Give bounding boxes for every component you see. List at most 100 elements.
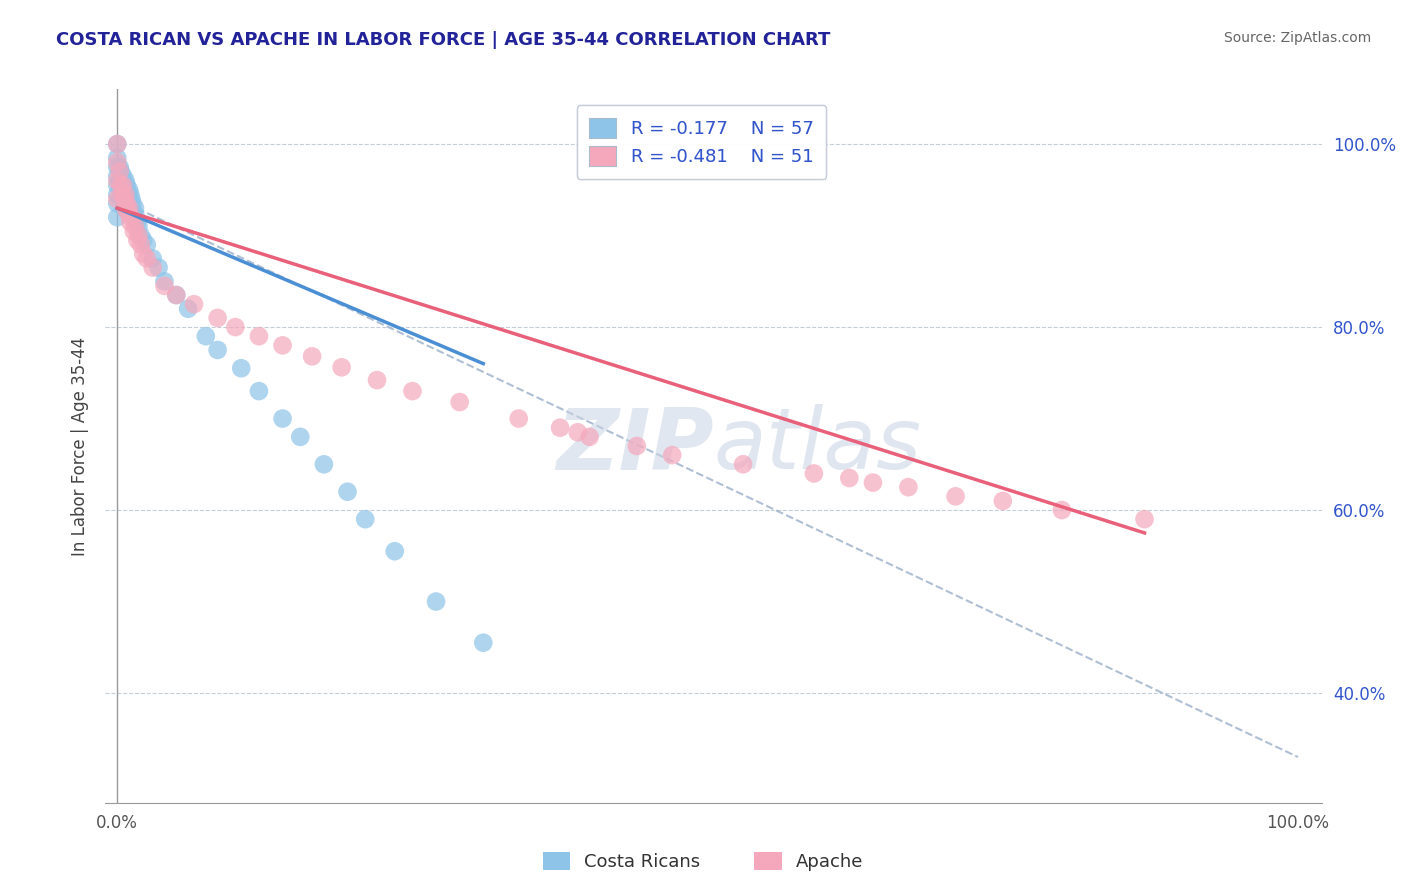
Point [117, 192, 139, 206]
Point [148, 260, 170, 275]
Point [114, 174, 136, 188]
Point [194, 329, 217, 343]
Point [112, 169, 135, 183]
Point [165, 288, 187, 302]
Y-axis label: In Labor Force | Age 35-44: In Labor Force | Age 35-44 [70, 336, 89, 556]
Point [991, 494, 1014, 508]
Point [105, 196, 128, 211]
Point [105, 174, 128, 188]
Point [121, 196, 143, 211]
Point [508, 411, 530, 425]
Point [112, 178, 135, 193]
Point [118, 183, 141, 197]
Point [142, 252, 165, 266]
Point [124, 201, 146, 215]
Point [114, 187, 136, 202]
Point [122, 224, 145, 238]
Text: COSTA RICAN VS APACHE IN LABOR FORCE | AGE 35-44 CORRELATION CHART: COSTA RICAN VS APACHE IN LABOR FORCE | A… [56, 31, 831, 49]
Point [128, 228, 150, 243]
Point [111, 187, 134, 202]
Point [112, 187, 135, 202]
Point [108, 164, 131, 178]
Point [384, 544, 406, 558]
Point [548, 420, 571, 434]
Point [207, 310, 229, 325]
Point [105, 151, 128, 165]
Point [105, 187, 128, 202]
Point [118, 196, 141, 211]
Point [115, 187, 138, 202]
Point [120, 187, 142, 202]
Point [132, 233, 155, 247]
Point [110, 164, 132, 178]
Point [122, 205, 145, 219]
Point [115, 196, 138, 211]
Point [112, 192, 135, 206]
Point [112, 178, 135, 193]
Point [142, 260, 165, 275]
Point [354, 512, 377, 526]
Point [105, 192, 128, 206]
Point [129, 228, 152, 243]
Point [1133, 512, 1156, 526]
Point [114, 183, 136, 197]
Point [578, 430, 600, 444]
Point [838, 471, 860, 485]
Point [120, 201, 142, 215]
Point [120, 211, 142, 225]
Point [111, 187, 134, 202]
Point [112, 183, 135, 197]
Point [224, 320, 246, 334]
Point [626, 439, 648, 453]
Point [472, 636, 495, 650]
Point [271, 411, 294, 425]
Point [111, 178, 134, 193]
Text: ZIP: ZIP [555, 404, 713, 488]
Point [301, 349, 323, 363]
Point [125, 211, 148, 225]
Point [129, 237, 152, 252]
Point [661, 448, 683, 462]
Legend: Costa Ricans, Apache: Costa Ricans, Apache [536, 845, 870, 879]
Point [105, 160, 128, 174]
Point [132, 247, 155, 261]
Point [110, 178, 132, 193]
Point [117, 205, 139, 219]
Point [105, 169, 128, 183]
Point [114, 192, 136, 206]
Point [165, 288, 187, 302]
Point [897, 480, 920, 494]
Point [105, 211, 128, 225]
Point [231, 361, 253, 376]
Point [153, 279, 176, 293]
Point [425, 594, 447, 608]
Point [135, 252, 157, 266]
Point [1050, 503, 1073, 517]
Point [127, 215, 149, 229]
Point [330, 360, 353, 375]
Point [401, 384, 423, 398]
Point [183, 297, 205, 311]
Point [112, 201, 135, 215]
Point [449, 395, 471, 409]
Point [247, 384, 270, 398]
Point [115, 178, 138, 193]
Point [128, 219, 150, 234]
Point [567, 425, 589, 440]
Point [731, 458, 754, 472]
Point [108, 174, 131, 188]
Legend: R = -0.177    N = 57, R = -0.481    N = 51: R = -0.177 N = 57, R = -0.481 N = 51 [576, 105, 827, 178]
Point [366, 373, 388, 387]
Point [336, 484, 359, 499]
Point [117, 201, 139, 215]
Point [105, 178, 128, 193]
Point [105, 137, 128, 152]
Point [803, 467, 825, 481]
Point [108, 160, 131, 174]
Point [112, 192, 135, 206]
Text: atlas: atlas [713, 404, 921, 488]
Point [135, 237, 157, 252]
Text: Source: ZipAtlas.com: Source: ZipAtlas.com [1223, 31, 1371, 45]
Point [312, 458, 335, 472]
Point [247, 329, 270, 343]
